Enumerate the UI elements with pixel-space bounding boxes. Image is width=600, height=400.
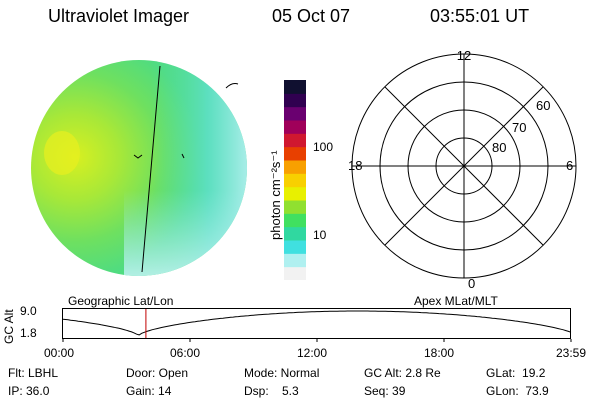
status-gain: Gain: 14	[126, 384, 172, 398]
colorbar-segment	[284, 106, 306, 121]
colorbar-segment	[284, 253, 306, 268]
status-gcalt: GC Alt: 2.8 Re	[364, 366, 441, 380]
xtick-1200: 12:00	[297, 346, 328, 360]
app-title: Ultraviolet Imager	[48, 6, 190, 26]
colorbar-segment	[284, 173, 306, 188]
status-flt: Flt: LBHL	[8, 366, 59, 380]
xtick-0000: 00:00	[44, 346, 75, 360]
status-glat: GLat: 19.2	[486, 366, 546, 380]
colorbar-unit-label: photon cm⁻²s⁻¹	[268, 150, 283, 240]
xtick-2359: 23:59	[556, 346, 587, 360]
status-seq: Seq: 39	[364, 384, 406, 398]
polar-label-80: 80	[492, 140, 506, 155]
colorbar-tick-100: 100	[313, 140, 334, 154]
altitude-curve	[62, 310, 572, 336]
status-door: Door: Open	[126, 366, 189, 380]
altitude-ylabel: GC Alt	[2, 309, 16, 344]
polar-label-18: 18	[348, 158, 362, 173]
terminator-line	[141, 65, 161, 273]
colorbar-segment	[284, 213, 306, 228]
polar-label-0: 0	[468, 276, 475, 288]
colorbar-segment	[284, 80, 306, 94]
colorbar-segment	[284, 120, 306, 134]
colorbar-segment	[284, 266, 306, 281]
status-ip: IP: 36.0	[8, 384, 50, 398]
status-mode: Mode: Normal	[244, 366, 320, 380]
xtick-0600: 06:00	[170, 346, 201, 360]
colorbar-segment	[284, 93, 306, 108]
polar-grid: 12 18 6 0 60 70 80	[348, 48, 577, 288]
colorbar-segment	[284, 240, 306, 254]
status-dsp: Dsp: 5.3	[244, 384, 299, 398]
auroral-image	[31, 60, 247, 276]
xtick-1800: 18:00	[424, 346, 455, 360]
altitude-ytick-top: 9.0	[20, 304, 37, 318]
colorbar-segment	[284, 200, 306, 214]
colorbar-segment	[284, 160, 306, 174]
polar-label-6: 6	[566, 158, 573, 173]
polar-label-70: 70	[512, 120, 526, 135]
status-glon: GLon: 73.9	[486, 384, 549, 398]
colorbar	[284, 80, 306, 281]
colorbar-tick-10: 10	[313, 228, 327, 242]
geographic-label: Geographic Lat/Lon	[68, 294, 174, 308]
date-readout: 05 Oct 07	[272, 6, 351, 26]
altitude-strip	[62, 308, 572, 342]
colorbar-segment	[284, 186, 306, 201]
altitude-ytick-bottom: 1.8	[20, 326, 37, 340]
colorbar-segment	[284, 133, 306, 148]
polar-label-60: 60	[536, 98, 550, 113]
time-readout: 03:55:01 UT	[430, 6, 530, 26]
colorbar-segment	[284, 146, 306, 161]
polar-label-12: 12	[457, 48, 471, 63]
apex-label: Apex MLat/MLT	[414, 294, 498, 308]
colorbar-segment	[284, 226, 306, 241]
